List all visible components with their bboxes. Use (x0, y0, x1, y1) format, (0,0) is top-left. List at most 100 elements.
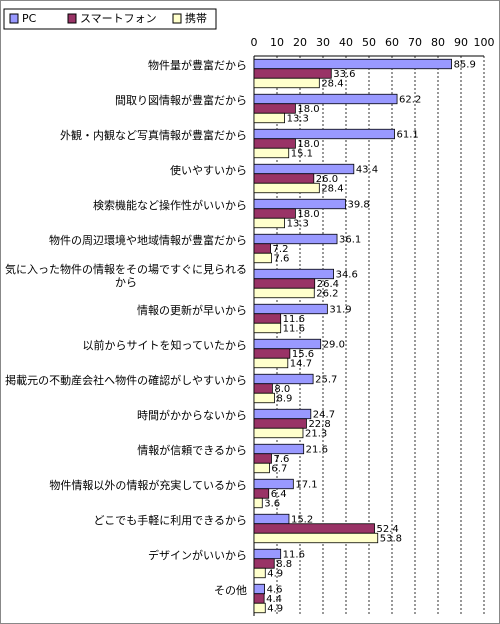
bar (253, 453, 272, 464)
bar (253, 567, 266, 579)
bar (253, 138, 296, 149)
value-label: 33.6 (333, 69, 355, 80)
bar (253, 58, 452, 70)
value-label: 11.6 (283, 314, 305, 325)
value-label: 28.4 (321, 184, 343, 195)
bar (253, 303, 328, 315)
bar (253, 462, 270, 474)
category-text: 時間がかからないから (137, 409, 247, 423)
value-label: 26.4 (317, 279, 339, 290)
x-tick-label: 90 (454, 36, 468, 49)
category-label: 気に入った物件の情報をその場ですぐに見られるから (5, 263, 247, 289)
value-label: 18.0 (297, 209, 319, 220)
category-label: 物件量が豊富だから (5, 56, 247, 75)
category-label: 情報の更新が早いから (5, 301, 247, 320)
bar (253, 163, 355, 175)
category-label: 情報が信頼できるから (5, 441, 247, 460)
bar (253, 523, 375, 534)
bar (253, 443, 305, 455)
bar (253, 593, 265, 604)
category-label: どこでも手軽に利用できるから (5, 511, 247, 530)
category-text: 情報の更新が早いから (137, 304, 247, 318)
legend-swatch (67, 13, 77, 24)
value-label: 7.6 (273, 454, 289, 465)
category-label: 間取り図情報が豊富だから (5, 91, 247, 110)
category-label: 掲載元の不動産会社へ物件の確認がしやすいから (5, 371, 247, 390)
value-label: 7.6 (273, 254, 289, 265)
value-label: 24.7 (313, 410, 335, 421)
value-label: 11.6 (283, 324, 305, 335)
bar (253, 338, 322, 350)
bar (253, 128, 395, 140)
bar (253, 93, 398, 105)
bar (253, 513, 290, 525)
value-label: 14.7 (290, 359, 312, 370)
category-label: 検索機能など操作性がいいから (5, 196, 247, 215)
legend-swatch (9, 13, 19, 24)
value-label: 25.7 (315, 375, 337, 386)
value-label: 8.0 (274, 384, 290, 395)
category-text: どこでも手軽に利用できるから (93, 514, 247, 528)
value-label: 18.0 (297, 139, 319, 150)
bar (253, 357, 289, 369)
value-label: 6.4 (271, 489, 287, 500)
category-label: 外観・内観など写真情報が豊富だから (5, 126, 247, 145)
value-label: 26.0 (316, 174, 338, 185)
value-label: 26.2 (316, 289, 338, 300)
value-label: 28.4 (321, 79, 343, 90)
value-label: 43.4 (356, 165, 378, 176)
bar (253, 103, 296, 114)
bar (253, 383, 273, 394)
value-label: 29.0 (323, 340, 345, 351)
x-tick-label: 20 (293, 36, 307, 49)
category-text: 以前からサイトを知っていたから (82, 339, 247, 353)
value-label: 85.9 (454, 60, 476, 71)
bar (253, 268, 334, 280)
category-text: 掲載元の不動産会社へ物件の確認がしやすいから (5, 374, 247, 388)
legend-label: スマートフォン (80, 12, 157, 25)
bar (253, 287, 315, 299)
bar (253, 147, 290, 159)
x-tick-label: 80 (431, 36, 445, 49)
legend-box (3, 8, 217, 30)
bar (253, 602, 266, 614)
value-label: 8.9 (276, 394, 292, 405)
bar (253, 348, 291, 359)
value-label: 21.6 (306, 445, 328, 456)
bar (253, 322, 282, 334)
x-tick-label: 50 (362, 36, 376, 49)
bar (253, 532, 379, 544)
bar (253, 182, 320, 194)
legend-label: 携帯 (185, 11, 207, 25)
category-text: 気に入った物件の情報をその場ですぐに見られるから (5, 262, 247, 289)
value-label: 17.1 (295, 480, 317, 491)
value-label: 4.9 (267, 604, 283, 615)
value-label: 61.1 (397, 130, 419, 141)
category-label: デザインがいいから (5, 546, 247, 565)
category-text: 検索機能など操作性がいいから (93, 199, 247, 213)
bar (253, 373, 314, 385)
legend-swatch (172, 13, 182, 24)
category-label: 物件の周辺環境や地域情報が豊富だから (5, 231, 247, 250)
bar (253, 243, 271, 254)
value-label: 4.4 (266, 594, 282, 605)
value-label: 8.8 (276, 559, 292, 570)
bar (253, 77, 320, 89)
x-tick-label: 100 (474, 36, 495, 49)
category-text: 外観・内観など写真情報が豊富だから (60, 129, 247, 143)
value-label: 53.8 (380, 534, 402, 545)
bar (253, 208, 296, 219)
bar (253, 278, 316, 289)
value-label: 3.6 (264, 499, 280, 510)
category-label: 物件情報以外の情報が充実しているから (5, 476, 247, 495)
x-tick-label: 70 (408, 36, 422, 49)
bar (253, 478, 294, 490)
category-text: デザインがいいから (148, 549, 247, 563)
category-label: 以前からサイトを知っていたから (5, 336, 247, 355)
category-text: 物件量が豊富だから (148, 59, 247, 73)
value-label: 11.6 (283, 550, 305, 561)
bar (253, 488, 270, 499)
bar (253, 548, 282, 560)
bar (253, 198, 346, 210)
